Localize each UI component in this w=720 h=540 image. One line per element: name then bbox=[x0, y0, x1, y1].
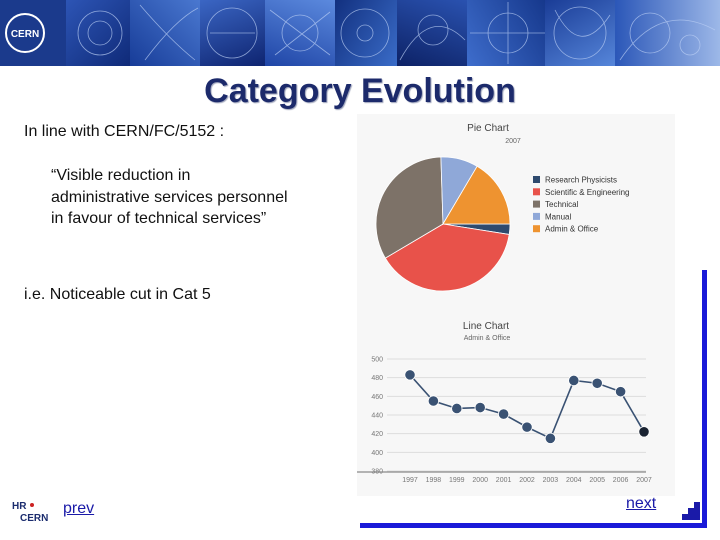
svg-text:CERN: CERN bbox=[11, 29, 39, 40]
data-point-2001 bbox=[498, 408, 510, 420]
data-point-1999 bbox=[451, 402, 463, 415]
slide-title: Category Evolution bbox=[204, 72, 516, 110]
data-point-1997 bbox=[404, 369, 416, 381]
conclusion-line: i.e. Noticeable cut in Cat 5 bbox=[24, 286, 211, 303]
legend-label-technical: Technical bbox=[545, 200, 579, 209]
data-point-2000 bbox=[474, 401, 486, 414]
legend-label-admin-office: Admin & Office bbox=[545, 225, 599, 234]
data-point-1998 bbox=[427, 395, 440, 407]
data-point-2007 bbox=[638, 426, 650, 438]
legend-swatch-admin-office bbox=[533, 225, 540, 233]
data-point-2003 bbox=[544, 432, 556, 444]
y-tick-label-440: 440 bbox=[371, 413, 383, 420]
x-tick-label-2003: 2003 bbox=[543, 477, 559, 484]
y-tick-label-500: 500 bbox=[371, 357, 383, 364]
charts-svg: Pie Chart 2007 Research Physicists Scient… bbox=[357, 123, 652, 484]
quote-text: “Visible reduction in administrative ser… bbox=[51, 167, 288, 227]
x-tick-label-1998: 1998 bbox=[426, 477, 442, 484]
next-link[interactable]: next bbox=[626, 495, 657, 512]
hr-cern-logo: HR CERN bbox=[12, 501, 48, 524]
prev-link[interactable]: prev bbox=[63, 500, 95, 517]
y-tick-label-480: 480 bbox=[371, 375, 383, 382]
data-point-2005 bbox=[591, 377, 603, 389]
reference-line: In line with CERN/FC/5152 : bbox=[24, 123, 225, 140]
data-point-2006 bbox=[614, 386, 627, 398]
pie-slice-admin-office bbox=[442, 165, 511, 225]
line-chart: Line Chart Admin & Office 38040042044046… bbox=[357, 321, 652, 484]
y-tick-label-400: 400 bbox=[371, 450, 383, 457]
pie-slice-technical bbox=[375, 156, 444, 259]
x-tick-label-2004: 2004 bbox=[566, 477, 582, 484]
data-point-2002 bbox=[521, 421, 533, 433]
legend-swatch-technical bbox=[533, 200, 540, 208]
legend-label-research-physicists: Research Physicists bbox=[545, 176, 617, 185]
x-tick-label-2001: 2001 bbox=[496, 477, 512, 484]
x-tick-label-2000: 2000 bbox=[472, 477, 488, 484]
line-chart-title: Line Chart bbox=[463, 321, 509, 332]
chart-panel: Pie Chart 2007 Research Physicists Scient… bbox=[357, 114, 675, 496]
pie-chart: Pie Chart 2007 Research Physicists Scient… bbox=[375, 123, 630, 292]
corner-squares-icon bbox=[682, 502, 700, 520]
x-tick-label-2007: 2007 bbox=[636, 477, 652, 484]
legend-swatch-scientific-engineering bbox=[533, 188, 540, 196]
svg-text:HR: HR bbox=[12, 501, 27, 512]
x-tick-label-2002: 2002 bbox=[519, 477, 535, 484]
pie-chart-title: Pie Chart bbox=[467, 123, 509, 134]
y-tick-label-420: 420 bbox=[371, 431, 383, 438]
legend-swatch-manual bbox=[533, 212, 540, 220]
x-tick-label-2005: 2005 bbox=[589, 477, 605, 484]
cern-logo: CERN bbox=[5, 13, 45, 53]
y-tick-label-460: 460 bbox=[371, 394, 383, 401]
legend-label-manual: Manual bbox=[545, 212, 571, 221]
data-point-2004 bbox=[568, 374, 580, 387]
svg-text:CERN: CERN bbox=[20, 513, 48, 524]
banner-decoration bbox=[77, 2, 716, 64]
legend-label-scientific-engineering: Scientific & Engineering bbox=[545, 188, 630, 197]
header-banner: CERN bbox=[0, 0, 720, 66]
pie-chart-subtitle: 2007 bbox=[505, 138, 521, 145]
x-tick-label-2006: 2006 bbox=[613, 477, 629, 484]
x-tick-label-1999: 1999 bbox=[449, 477, 465, 484]
frame-line-right bbox=[702, 270, 707, 528]
x-tick-label-1997: 1997 bbox=[402, 477, 418, 484]
pie-slice-scientific-engineering bbox=[384, 223, 510, 292]
frame-line-bottom bbox=[360, 523, 707, 528]
line-chart-subtitle: Admin & Office bbox=[464, 335, 511, 342]
legend-swatch-research-physicists bbox=[533, 176, 540, 183]
